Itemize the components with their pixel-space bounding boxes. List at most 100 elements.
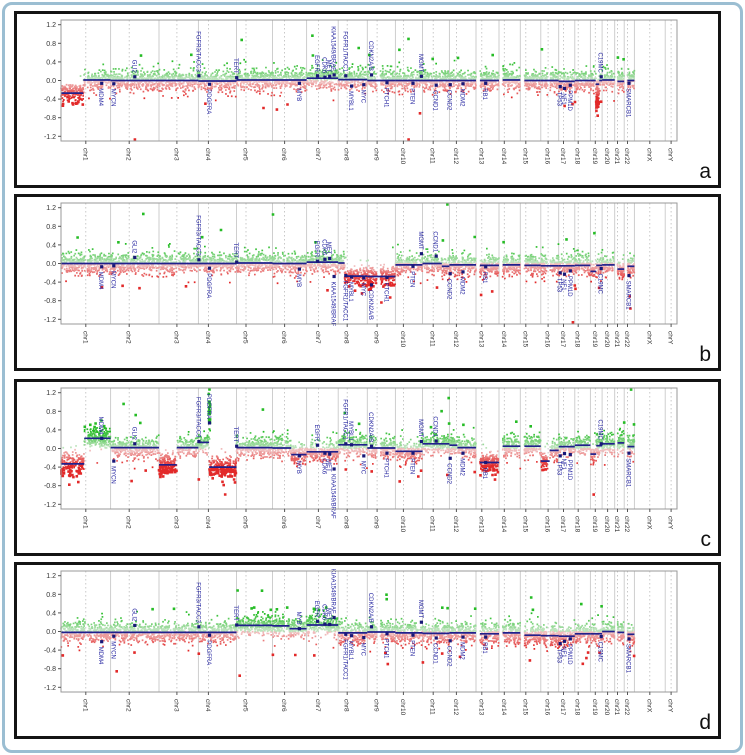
gene-label: PTCH1: [383, 458, 389, 478]
chromosome-label: chr1: [81, 331, 88, 344]
chromosome-label: chr18: [574, 516, 581, 533]
scatter-points-loss: [60, 463, 606, 471]
scatter-points-gain: [62, 444, 636, 450]
gene-label: CCND2: [446, 90, 452, 111]
gene-marker: [562, 272, 567, 276]
gene-marker: [461, 270, 465, 274]
panel-letter-a: a: [699, 160, 711, 183]
gene-marker: [627, 81, 631, 85]
gene-marker: [197, 74, 201, 78]
scatter-points-loss: [62, 637, 636, 643]
y-axis-tick-label: -0.8: [44, 115, 56, 122]
gene-marker: [599, 442, 603, 446]
gene-marker: [328, 452, 332, 456]
scatter-points-gain: [83, 388, 636, 429]
chromosome-label: chr17: [559, 331, 566, 348]
gene-label: KIAA1549/BRAF: [330, 569, 336, 614]
gene-marker: [411, 264, 415, 268]
gene-marker: [100, 640, 104, 644]
scatter-points-gain: [79, 73, 635, 79]
scatter-points-loss: [67, 640, 636, 646]
segment-lines: [61, 261, 635, 278]
chromosome-label: chr4: [204, 148, 211, 161]
gene-marker: [562, 452, 567, 456]
gene-marker: [461, 635, 465, 639]
gene-marker: [385, 81, 389, 85]
gene-marker: [484, 265, 488, 269]
panel-letter-b: b: [699, 343, 711, 366]
scatter-points-gain: [76, 614, 615, 620]
scatter-points-loss: [60, 633, 636, 639]
gene-label: MGMT: [417, 54, 423, 73]
chromosome-label: chr1: [81, 699, 88, 712]
gene-label: CCND1: [432, 90, 438, 111]
gene-marker: [328, 256, 332, 260]
axes: 1.2 0.8 0.4 0.0 -0.4 -0.8 -1.2 chr1 chr2 chr3 chr4…: [44, 19, 678, 165]
gene-marker: [562, 86, 567, 90]
gene-marker: [448, 456, 452, 460]
gene-label: TERT: [232, 605, 238, 621]
gene-label: MDM2: [459, 277, 465, 295]
gene-label: TERT: [232, 427, 238, 443]
chromosome-label: chr13: [477, 331, 484, 348]
segment-lines: [61, 624, 635, 638]
chromosome-label: chrY: [667, 331, 674, 345]
chromosome-label: chr9: [373, 331, 380, 344]
chromosome-label: chr8: [343, 699, 350, 712]
chromosome-label: chr3: [172, 148, 179, 161]
gene-label: MYB: [295, 461, 301, 474]
cnv-genome-plot-b: MDM4 MYCN GLI2 FGFR3/TACC3 PDGFRA TERT MYB EGFR…: [44, 202, 678, 348]
gene-marker: [558, 454, 562, 458]
cnv-panel-d: MDM4 MYCN GLI2 FGFR3/TACC3 PDGFRA TERT MYB EGFR…: [14, 562, 721, 739]
gene-label: FGFR3/TACC3: [194, 397, 200, 438]
scatter-points-gain: [101, 609, 599, 616]
chromosome-label: chr14: [500, 148, 507, 165]
gene-label: TP53: [556, 278, 562, 293]
y-axis-tick-label: -0.4: [44, 97, 56, 104]
gene-marker: [112, 634, 116, 638]
chromosome-label: chrY: [667, 516, 674, 530]
gene-marker: [562, 639, 567, 643]
scatter-points-loss: [61, 100, 603, 141]
gene-label: GLI2: [130, 427, 136, 441]
gene-label: CDK6: [320, 57, 326, 74]
gene-label: PDGFRA: [205, 640, 211, 665]
y-axis-tick-label: -0.4: [44, 648, 56, 655]
chromosome-label: chrX: [645, 699, 652, 713]
gene-marker: [350, 275, 354, 279]
chromosome-label: chr1: [81, 516, 88, 529]
chromosome-label: chr15: [521, 516, 528, 533]
gene-marker: [568, 453, 572, 457]
gene-label: NF1: [560, 459, 566, 471]
gene-marker: [434, 83, 438, 87]
gene-marker: [316, 259, 320, 263]
chromosome-label: chr20: [603, 148, 610, 165]
chromosome-label: chr16: [544, 516, 551, 533]
gene-marker: [448, 83, 452, 87]
gene-marker: [332, 274, 336, 279]
chromosome-label: chr9: [373, 699, 380, 712]
y-axis-tick-label: 0.8: [46, 409, 56, 416]
y-axis-tick-label: 0.4: [46, 427, 56, 434]
gene-marker: [558, 271, 562, 275]
gene-label: MDM4: [97, 417, 103, 435]
y-axis-tick-label: -1.2: [44, 502, 56, 509]
y-axis-tick-label: 0.8: [46, 224, 56, 231]
y-axis-tick-label: -0.8: [44, 298, 56, 305]
chromosome-label: chr2: [125, 699, 132, 712]
chromosome-label: chr22: [623, 331, 630, 348]
scatter-points-gain: [84, 66, 630, 72]
gene-label: GLI2: [130, 608, 136, 622]
chromosome-label: chr13: [477, 148, 484, 165]
chromosome-label: chr2: [125, 331, 132, 344]
gene-label: CDKN2A/B: [367, 412, 373, 442]
gene-label: FGFR1/TACC1: [341, 639, 347, 680]
scatter-points-gain: [87, 431, 635, 437]
gene-marker: [484, 81, 488, 85]
gene-marker: [297, 267, 301, 271]
y-axis-tick-label: -1.2: [44, 317, 56, 324]
gene-marker: [112, 82, 116, 86]
gene-label: RB1: [481, 272, 487, 284]
gene-label: CDKN2A/B: [367, 41, 373, 71]
gene-label: PPM1D: [566, 644, 572, 665]
